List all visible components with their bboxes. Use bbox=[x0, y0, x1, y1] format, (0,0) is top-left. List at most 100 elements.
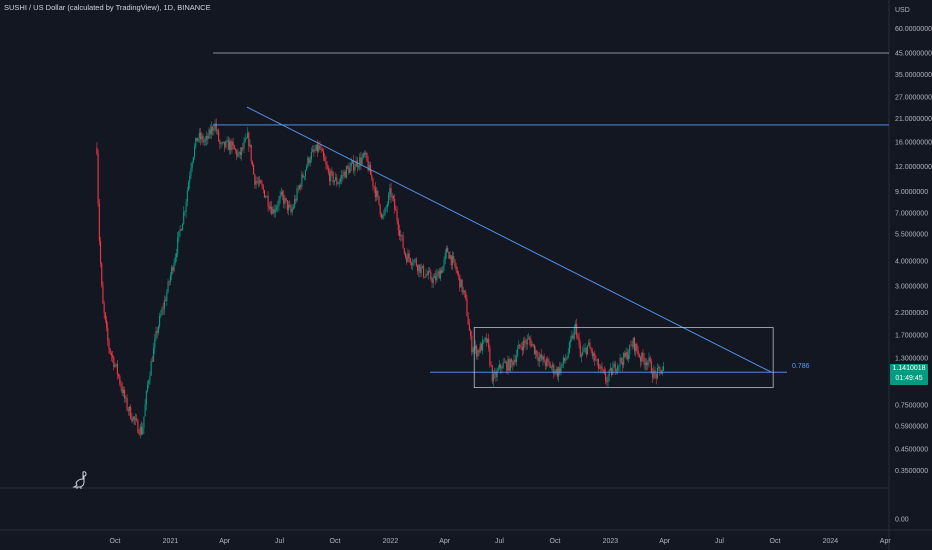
candle-body bbox=[198, 132, 200, 139]
candle bbox=[308, 156, 310, 166]
y-tick-label: 60.0000000 bbox=[895, 26, 932, 33]
candle bbox=[215, 118, 217, 135]
candle-body bbox=[621, 361, 624, 366]
candle-body bbox=[454, 259, 456, 266]
candle bbox=[382, 213, 384, 220]
candle bbox=[514, 354, 516, 365]
candle-body bbox=[597, 359, 599, 369]
x-tick-label: 2023 bbox=[603, 538, 619, 545]
candle bbox=[139, 423, 141, 439]
candle-body bbox=[653, 370, 655, 378]
candle bbox=[329, 167, 331, 186]
candle-body bbox=[184, 211, 186, 213]
candle-body bbox=[353, 160, 355, 171]
candle-body bbox=[302, 174, 304, 178]
candle bbox=[538, 351, 540, 368]
candle-body bbox=[230, 141, 232, 151]
candle-body bbox=[421, 265, 423, 268]
candle bbox=[650, 358, 652, 374]
candle bbox=[124, 386, 126, 403]
candle bbox=[571, 330, 573, 342]
candle bbox=[549, 361, 551, 369]
candle-body bbox=[350, 162, 352, 167]
candle-body bbox=[502, 362, 504, 369]
candle-body bbox=[120, 383, 122, 388]
candle bbox=[648, 352, 650, 368]
candle-body bbox=[165, 300, 167, 301]
candle bbox=[231, 138, 233, 154]
candle-body bbox=[253, 165, 255, 175]
candle-body bbox=[418, 264, 420, 272]
candle-body bbox=[395, 208, 397, 211]
candle-body bbox=[467, 316, 469, 325]
candle bbox=[495, 368, 497, 382]
candle bbox=[289, 200, 291, 208]
candle-body bbox=[495, 372, 497, 378]
candle bbox=[654, 366, 656, 379]
tradingview-dinosaur-icon[interactable] bbox=[72, 470, 90, 490]
candle bbox=[439, 267, 442, 281]
candle-body bbox=[545, 359, 548, 366]
candle-body bbox=[631, 345, 633, 347]
y-tick-label: 45.0000000 bbox=[895, 51, 932, 58]
candle-body bbox=[308, 157, 310, 163]
candle-body bbox=[343, 171, 345, 176]
candle-body bbox=[150, 361, 152, 376]
candle-body bbox=[503, 362, 505, 363]
candle bbox=[189, 171, 191, 189]
candle-body bbox=[309, 159, 311, 163]
candle-body bbox=[237, 153, 239, 157]
candle-body bbox=[450, 255, 452, 266]
candle bbox=[584, 342, 586, 354]
candle-body bbox=[564, 357, 566, 361]
candle-body bbox=[619, 358, 621, 366]
y-tick-label: 0.00 bbox=[895, 517, 909, 524]
y-tick-label: 0.7500000 bbox=[895, 403, 928, 410]
candle bbox=[166, 288, 168, 306]
y-tick-label: 9.0000000 bbox=[895, 189, 928, 196]
candle bbox=[599, 364, 601, 370]
candle-body bbox=[582, 351, 584, 355]
candle bbox=[378, 195, 380, 206]
candle-body bbox=[595, 360, 597, 361]
candle-body bbox=[623, 352, 625, 366]
candle bbox=[153, 342, 155, 362]
candle-body bbox=[325, 161, 327, 165]
candle-body bbox=[322, 151, 325, 158]
candle bbox=[181, 223, 184, 231]
candle-body bbox=[407, 253, 409, 263]
candle-body bbox=[99, 240, 102, 264]
candle-body bbox=[577, 335, 579, 338]
candle bbox=[131, 412, 133, 423]
candle bbox=[512, 360, 514, 371]
candle bbox=[234, 147, 237, 155]
candle-body bbox=[556, 369, 558, 377]
candle-body bbox=[409, 258, 411, 263]
candle bbox=[448, 251, 450, 259]
candle-body bbox=[513, 359, 515, 366]
candle bbox=[437, 269, 439, 277]
candle bbox=[494, 367, 496, 379]
candle bbox=[558, 366, 560, 382]
candle bbox=[148, 379, 150, 389]
candle bbox=[197, 137, 199, 143]
candle bbox=[433, 273, 435, 278]
candle-body bbox=[316, 144, 319, 152]
candle bbox=[476, 344, 478, 360]
candle-body bbox=[401, 234, 403, 237]
candle-body bbox=[484, 337, 486, 340]
candle bbox=[644, 357, 646, 371]
candle-body bbox=[523, 340, 525, 351]
candle bbox=[315, 144, 317, 152]
candle bbox=[104, 311, 106, 324]
candle-body bbox=[501, 368, 503, 369]
candle-body bbox=[612, 367, 614, 376]
candle-body bbox=[511, 359, 513, 362]
candle bbox=[168, 280, 170, 286]
candle bbox=[521, 341, 523, 357]
candle-body bbox=[537, 356, 539, 362]
candle bbox=[120, 380, 122, 392]
candle bbox=[109, 347, 111, 355]
candle bbox=[536, 350, 538, 360]
